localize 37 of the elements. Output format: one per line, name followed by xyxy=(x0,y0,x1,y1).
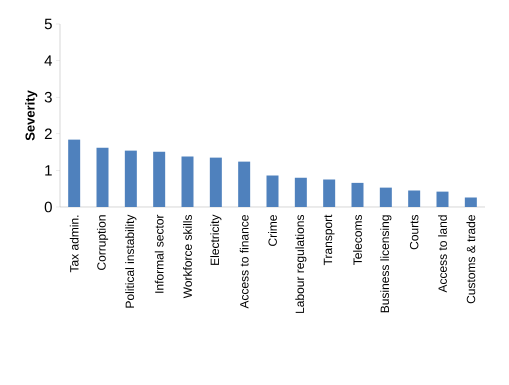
bar xyxy=(210,158,222,207)
x-tick-label: Customs & trade xyxy=(466,215,476,304)
y-tick-label: 2 xyxy=(44,128,52,140)
bar xyxy=(153,152,166,207)
x-tick-label: Tax admin. xyxy=(70,216,79,272)
x-tick-label: Electricity xyxy=(210,214,222,265)
y-tick-label: 5 xyxy=(44,18,52,30)
x-tick-label: Telecoms xyxy=(353,214,362,265)
x-tick-label: Access to finance xyxy=(240,215,249,309)
bar xyxy=(408,190,420,207)
x-tick-label: Business licensing xyxy=(380,215,392,312)
x-tick-label: Transport xyxy=(324,214,335,266)
x-tick-label: Workforce skills xyxy=(183,214,192,298)
x-tick-label: Political instability xyxy=(125,214,136,308)
bar xyxy=(182,156,194,207)
bar xyxy=(436,192,448,207)
y-tick-label: 1 xyxy=(45,165,52,176)
bar xyxy=(380,188,392,207)
bar xyxy=(464,197,477,207)
y-tick-label: 4 xyxy=(44,55,52,66)
x-tick-label: Access to land xyxy=(438,215,447,293)
bar xyxy=(294,178,307,207)
bar xyxy=(323,180,336,207)
x-tick-label: Courts xyxy=(410,214,418,250)
x-tick-label: Labour regulations xyxy=(295,214,306,313)
y-tick-label: 0 xyxy=(44,202,52,212)
bar xyxy=(352,182,364,207)
bar xyxy=(96,148,109,207)
bar xyxy=(124,150,137,207)
x-tick-label: Corruption xyxy=(96,215,108,270)
x-tick-label: Crime xyxy=(268,215,277,246)
y-axis-title: Severity xyxy=(25,90,38,140)
y-tick-label: 3 xyxy=(44,92,52,102)
x-tick-label: Informal sector xyxy=(154,214,164,293)
bar xyxy=(68,140,80,207)
bar xyxy=(238,162,250,207)
bar xyxy=(266,176,278,207)
